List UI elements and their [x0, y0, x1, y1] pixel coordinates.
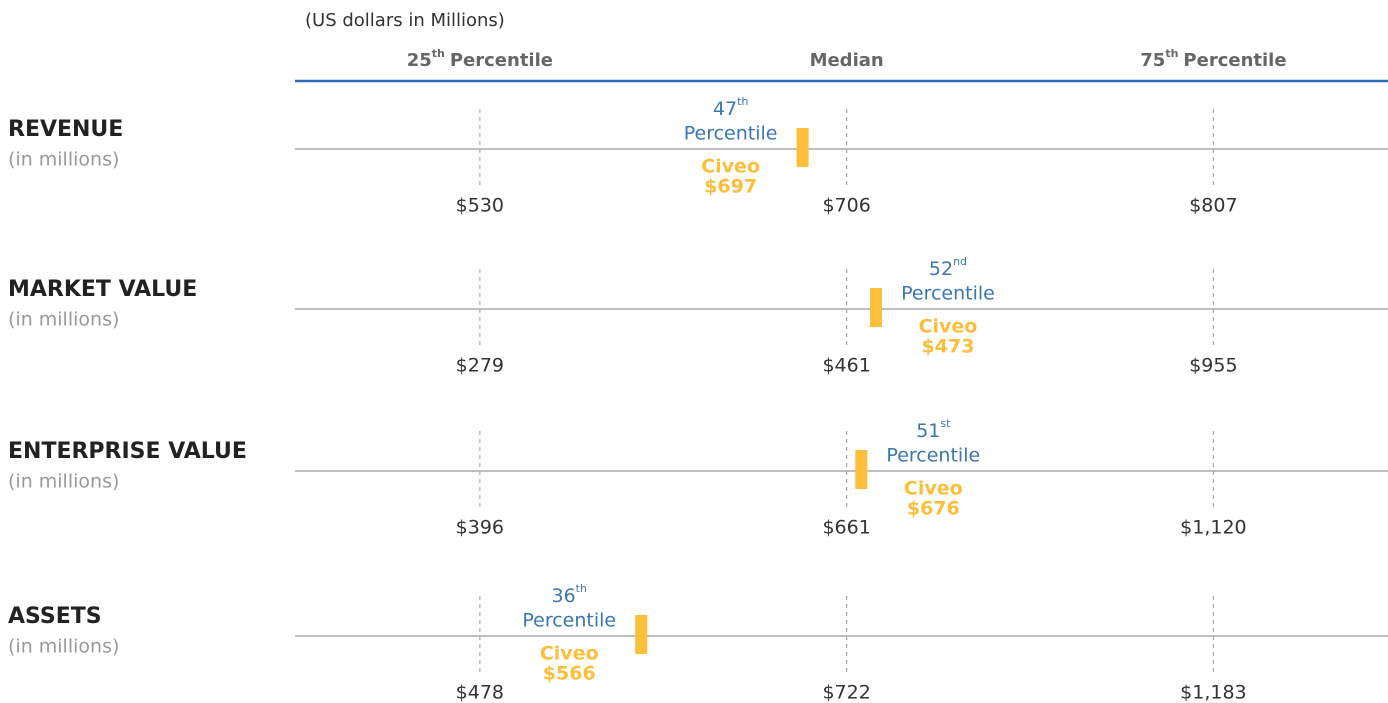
row-title: MARKET VALUE	[8, 277, 197, 302]
row-title: ENTERPRISE VALUE	[8, 439, 247, 464]
rank-number: 36	[551, 585, 575, 607]
column-header: 25th Percentile	[407, 47, 553, 71]
rank-number: 47	[713, 98, 737, 120]
header-label: Median	[810, 50, 884, 71]
row-subtitle: (in millions)	[8, 636, 119, 658]
company-marker	[635, 615, 648, 654]
company-marker	[869, 288, 882, 327]
rank-suffix: nd	[953, 255, 967, 268]
row-title: ASSETS	[8, 604, 102, 629]
rank-word: Percentile	[886, 445, 980, 467]
company-value: $473	[922, 336, 975, 358]
rank-suffix: st	[940, 417, 951, 430]
percentile-rank: 52nd	[929, 255, 967, 280]
tick-value: $478	[456, 682, 504, 703]
company-marker	[796, 128, 809, 167]
tick-value: $1,120	[1180, 517, 1246, 539]
company-name: Civeo	[540, 643, 599, 665]
row-title: REVENUE	[8, 117, 123, 142]
row-subtitle: (in millions)	[8, 471, 119, 493]
tick-value: $807	[1189, 195, 1237, 217]
header-suffix: th	[432, 47, 445, 60]
tick-value: $722	[822, 682, 870, 703]
row-subtitle: (in millions)	[8, 149, 119, 171]
company-value: $566	[543, 663, 596, 685]
rank-number: 51	[916, 420, 940, 442]
header-suffix: th	[1165, 47, 1178, 60]
column-header: 75th Percentile	[1140, 47, 1286, 71]
unit-note: (US dollars in Millions)	[305, 10, 505, 31]
rank-word: Percentile	[684, 123, 778, 145]
header-number: 75	[1140, 50, 1165, 71]
tick-value: $396	[456, 517, 504, 539]
rank-suffix: th	[576, 582, 587, 595]
tick-value: $661	[822, 517, 870, 539]
percentile-rank: 47th	[713, 95, 749, 120]
tick-value: $461	[822, 355, 870, 377]
tick-value: $1,183	[1180, 682, 1246, 703]
header-label: Percentile	[450, 50, 553, 71]
header-number: 25	[407, 50, 432, 71]
company-value: $697	[704, 176, 757, 198]
header-label: Percentile	[1183, 50, 1286, 71]
tick-value: $706	[822, 195, 870, 217]
rank-suffix: th	[737, 95, 748, 108]
rank-word: Percentile	[901, 283, 995, 305]
company-name: Civeo	[701, 156, 760, 178]
company-marker	[855, 450, 868, 489]
percentile-rank: 36th	[551, 582, 587, 607]
rank-word: Percentile	[522, 610, 616, 632]
tick-value: $955	[1189, 355, 1237, 377]
rank-number: 52	[929, 258, 953, 280]
tick-value: $279	[456, 355, 504, 377]
company-name: Civeo	[904, 478, 963, 500]
company-name: Civeo	[919, 316, 978, 338]
company-value: $676	[907, 498, 960, 520]
row-subtitle: (in millions)	[8, 309, 119, 331]
percentile-rank: 51st	[916, 417, 951, 442]
column-header: Median	[810, 50, 884, 71]
tick-value: $530	[456, 195, 504, 217]
